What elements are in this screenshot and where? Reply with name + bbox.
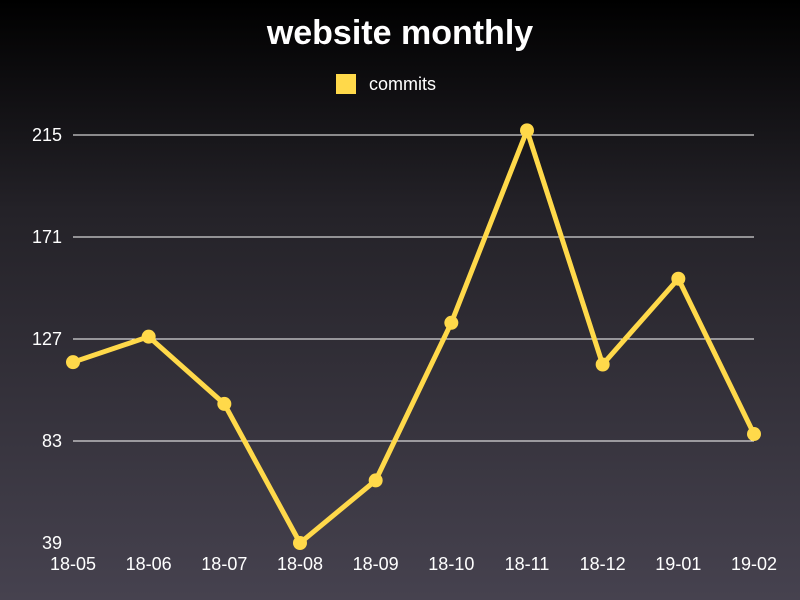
data-point (747, 427, 761, 442)
y-tick-label: 171 (32, 227, 62, 247)
x-tick-label: 18-10 (428, 554, 474, 574)
grid-lines (73, 134, 754, 442)
y-tick-label: 127 (32, 329, 62, 349)
legend: commits (336, 72, 436, 96)
series-commits (66, 123, 761, 550)
y-tick-label: 83 (42, 431, 62, 451)
y-axis-ticks: 39 83 127 171 215 (32, 125, 62, 553)
legend-swatch (336, 74, 356, 94)
x-tick-label: 18-12 (580, 554, 626, 574)
x-tick-label: 18-09 (353, 554, 399, 574)
x-axis-ticks: 18-05 18-06 18-07 18-08 18-09 18-10 18-11 18-12… (50, 554, 777, 574)
x-tick-label: 19-02 (731, 554, 777, 574)
data-point (217, 396, 232, 411)
data-point (520, 123, 534, 138)
data-point (66, 355, 80, 370)
x-tick-label: 18-05 (50, 554, 96, 574)
data-point (595, 357, 610, 372)
data-point (671, 271, 686, 286)
chart-title: website monthly (266, 14, 534, 52)
series-line-commits (70, 127, 757, 546)
data-point (444, 315, 459, 330)
data-point (141, 329, 156, 344)
y-tick-label: 215 (32, 125, 62, 145)
x-tick-label: 18-06 (126, 554, 172, 574)
x-tick-label: 18-07 (201, 554, 247, 574)
data-point (293, 536, 307, 550)
data-point (368, 473, 383, 488)
legend-label-commits: commits (369, 73, 436, 94)
x-tick-label: 18-08 (277, 554, 323, 574)
x-tick-label: 19-01 (655, 554, 701, 574)
y-tick-label: 39 (42, 533, 62, 553)
x-tick-label: 18-11 (505, 554, 550, 574)
